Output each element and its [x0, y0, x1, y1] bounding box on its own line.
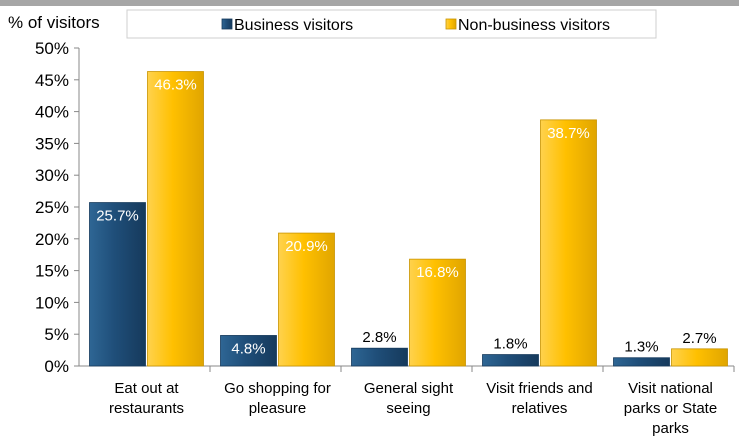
non-business-bar-1: [278, 232, 335, 367]
data-label-non-business-bar-4: 2.7%: [682, 330, 716, 347]
x-category-label-0: Eat out at: [114, 380, 179, 397]
y-axis-title: % of visitors: [8, 13, 100, 32]
business-bar-2: [351, 347, 408, 367]
business-bar-3: [482, 354, 539, 367]
business-bar-4: [613, 357, 670, 367]
data-label-business-bar-1: 4.8%: [231, 340, 265, 357]
x-category-label-1: pleasure: [249, 400, 307, 417]
business-bar-0: [89, 202, 146, 367]
y-tick-label: 15%: [35, 262, 69, 281]
data-label-business-bar-0: 25.7%: [96, 208, 139, 225]
non-business-bar-2: [409, 258, 466, 367]
top-border: [0, 0, 739, 6]
y-tick-label: 5%: [44, 325, 69, 344]
y-tick-label: 45%: [35, 71, 69, 90]
non-business-bar-4: [671, 348, 728, 367]
data-label-business-bar-4: 1.3%: [624, 339, 658, 356]
data-label-business-bar-3: 1.8%: [493, 336, 527, 353]
y-tick-label: 50%: [35, 39, 69, 58]
legend-label-business: Business visitors: [234, 17, 353, 34]
data-label-non-business-bar-1: 20.9%: [285, 238, 328, 255]
y-tick-label: 25%: [35, 198, 69, 217]
x-category-label-3: Visit friends and: [486, 380, 592, 397]
y-tick-label: 35%: [35, 134, 69, 153]
x-category-label-2: General sight: [364, 380, 454, 397]
x-category-label-4: Visit national: [628, 380, 713, 397]
data-label-non-business-bar-2: 16.8%: [416, 264, 459, 281]
x-category-label-3: relatives: [512, 400, 568, 417]
y-tick-label: 30%: [35, 166, 69, 185]
y-tick-label: 40%: [35, 103, 69, 122]
legend-label-non-business: Non-business visitors: [458, 17, 610, 34]
y-tick-label: 10%: [35, 293, 69, 312]
legend-swatch-business: [221, 18, 233, 30]
non-business-bar-0: [147, 71, 204, 367]
y-tick-label: 20%: [35, 230, 69, 249]
x-category-label-4: parks: [652, 420, 689, 437]
data-label-business-bar-2: 2.8%: [362, 329, 396, 346]
x-category-label-4: parks or State: [624, 400, 717, 417]
data-label-non-business-bar-0: 46.3%: [154, 77, 197, 94]
legend-box: [126, 9, 657, 39]
business-bar-1: [220, 335, 277, 367]
non-business-bar-3: [540, 119, 597, 367]
x-category-label-2: seeing: [386, 400, 430, 417]
y-tick-label: 0%: [44, 357, 69, 376]
data-label-non-business-bar-3: 38.7%: [547, 125, 590, 142]
legend-swatch-non-business: [445, 18, 457, 30]
x-category-label-0: restaurants: [109, 400, 184, 417]
x-category-label-1: Go shopping for: [224, 380, 331, 397]
